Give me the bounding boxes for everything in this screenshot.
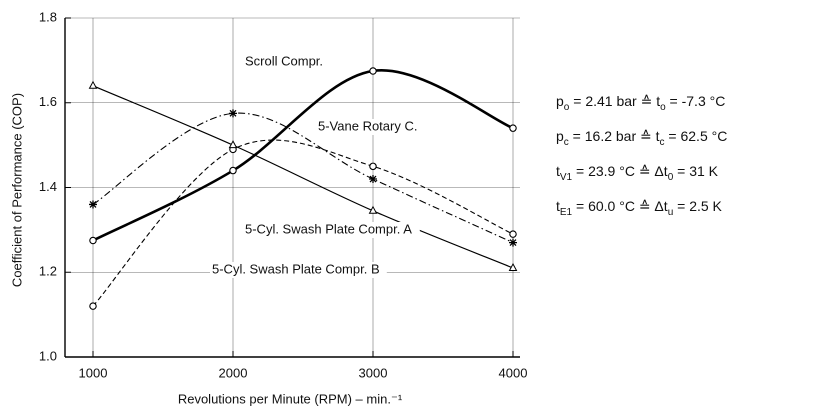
annotation-part: c [564, 137, 569, 148]
annotation-part: p [556, 93, 564, 109]
series-label: 5-Cyl. Swash Plate Compr. B [212, 261, 380, 276]
series-line [92, 139, 514, 307]
x-tick-label: 2000 [219, 365, 248, 380]
annotation-part: = 16.2 bar ≙ t [569, 128, 660, 144]
annotation-part: u [668, 207, 674, 218]
point [509, 230, 517, 238]
point [228, 140, 238, 149]
annotation-part: = 60.0 °C ≙ Δt [572, 198, 668, 214]
annotation-part: = 2.5 K [673, 198, 722, 214]
annotation-part: V1 [560, 172, 573, 183]
label-bg [210, 262, 387, 278]
annotation: pc = 16.2 bar ≙ tc = 62.5 °C [556, 128, 727, 148]
point [369, 67, 377, 75]
point [509, 238, 517, 247]
annotation-part: t [556, 198, 560, 214]
point [368, 205, 378, 214]
annotation-part: t [556, 163, 560, 179]
point [369, 175, 377, 184]
x-tick-label: 1000 [79, 365, 108, 380]
series-label: Scroll Compr. [245, 53, 323, 68]
series-line [92, 69, 514, 242]
y-axis-label: Coefficient of Performance (COP) [9, 93, 24, 287]
label-bg [243, 222, 420, 238]
annotation-part: = -7.3 °C [666, 93, 726, 109]
point [509, 124, 517, 132]
point [229, 109, 237, 118]
series-line [92, 112, 514, 244]
annotation-part: = 2.41 bar ≙ t [569, 93, 660, 109]
y-tick-label: 1.4 [39, 179, 57, 194]
x-axis-label: Revolutions per Minute (RPM) – min.⁻¹ [178, 391, 403, 406]
y-tick-label: 1.8 [39, 9, 57, 24]
point [88, 80, 98, 89]
point [229, 166, 237, 175]
series-label: 5-Vane Rotary C. [318, 118, 417, 133]
point [89, 302, 97, 310]
point [89, 200, 97, 209]
point [508, 262, 518, 272]
point [89, 236, 97, 245]
annotation-part: p [556, 128, 564, 144]
x-tick-label: 3000 [359, 365, 388, 380]
annotation: po = 2.41 bar ≙ to = -7.3 °C [556, 93, 725, 113]
label-bg [316, 119, 423, 135]
series-label: 5-Cyl. Swash Plate Compr. A [245, 221, 412, 236]
point [369, 162, 377, 171]
y-tick-label: 1.2 [39, 264, 57, 279]
annotation-part: E1 [560, 207, 573, 218]
series-line [92, 85, 514, 269]
annotation-part: 0 [668, 172, 674, 183]
annotation: tV1 = 23.9 °C ≙ Δt0 = 31 K [556, 163, 719, 183]
annotation: tE1 = 60.0 °C ≙ Δtu = 2.5 K [556, 198, 723, 218]
annotation-part: c [660, 137, 665, 148]
annotation-part: o [564, 102, 570, 113]
y-tick-label: 1.0 [39, 348, 57, 363]
y-tick-label: 1.6 [39, 94, 57, 109]
label-bg [243, 54, 331, 70]
annotation-part: o [660, 102, 666, 113]
annotation-part: = 23.9 °C ≙ Δt [572, 163, 668, 179]
annotation-part: = 62.5 °C [665, 128, 728, 144]
x-tick-label: 4000 [499, 365, 528, 380]
annotation-part: = 31 K [673, 163, 718, 179]
